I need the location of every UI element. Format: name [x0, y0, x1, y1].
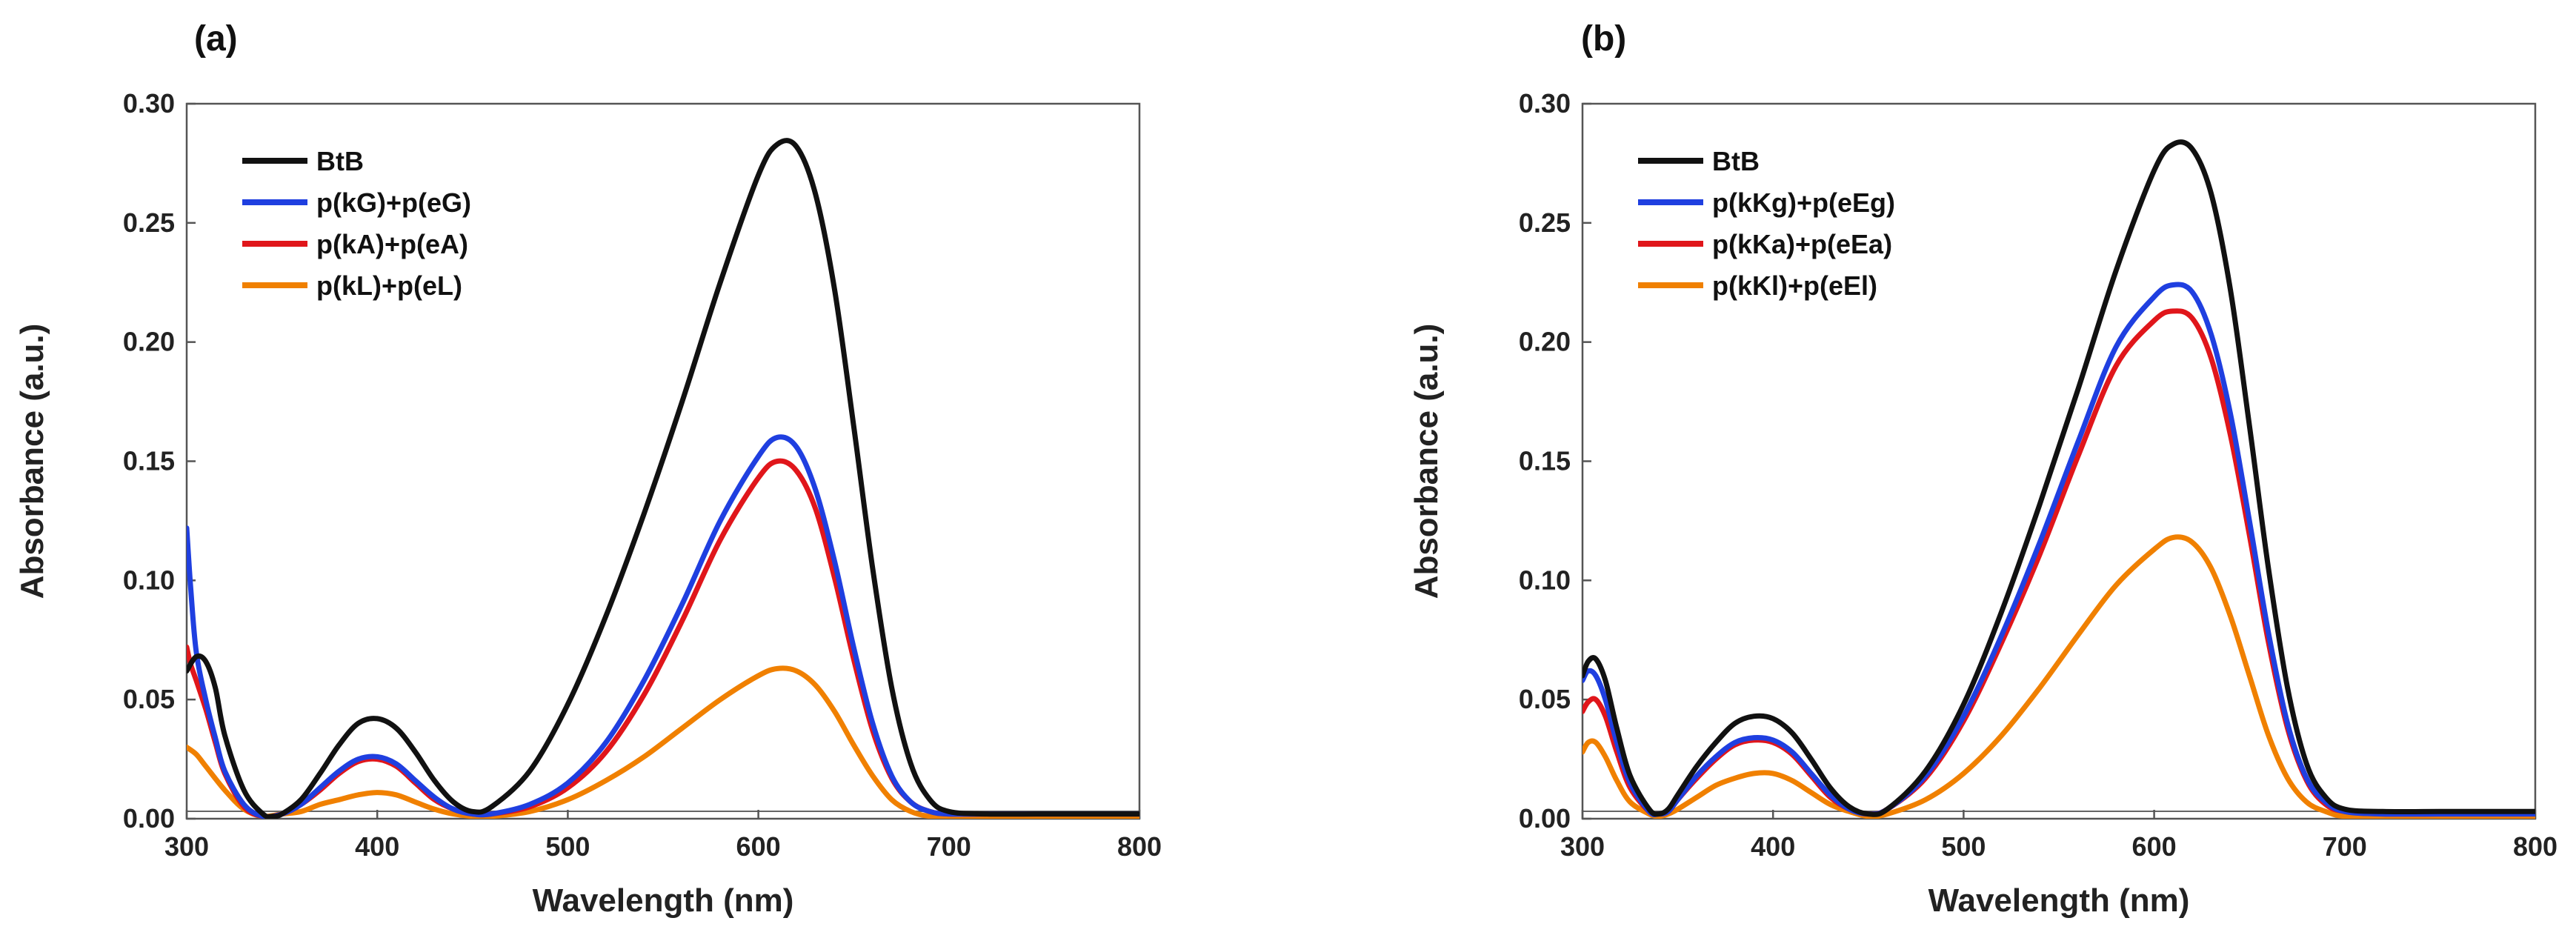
y-tick-label: 0.10: [1519, 565, 1571, 595]
series-group: [187, 138, 1139, 819]
x-tick-label: 300: [164, 831, 209, 862]
y-tick-label: 0.20: [123, 327, 175, 357]
x-tick-label: 300: [1560, 831, 1605, 862]
legend-label: p(kL)+p(eL): [316, 270, 462, 301]
legend-label: p(kA)+p(eA): [316, 229, 468, 259]
series-line: [1582, 139, 2535, 817]
series-line: [187, 434, 1139, 819]
x-tick-label: 500: [1941, 831, 1986, 862]
x-axis-title: Wavelength (nm): [533, 882, 794, 919]
y-tick-label: 0.00: [123, 803, 175, 834]
x-tick-label: 400: [1751, 831, 1795, 862]
y-tick-label: 0.15: [123, 446, 175, 476]
series-line: [187, 665, 1139, 819]
y-tick-label: 0.15: [1519, 446, 1571, 476]
series-line: [187, 138, 1139, 819]
panel-label: (b): [1581, 19, 1626, 59]
legend-label: p(kKl)+p(eEl): [1712, 270, 1877, 301]
legend-label: BtB: [1712, 146, 1760, 176]
legend-label: p(kKa)+p(eEa): [1712, 229, 1892, 259]
x-tick-label: 800: [2513, 831, 2557, 862]
y-tick-label: 0.20: [1519, 327, 1571, 357]
y-tick-label: 0.25: [123, 207, 175, 238]
x-tick-label: 800: [1117, 831, 1162, 862]
y-tick-label: 0.00: [1519, 803, 1571, 834]
legend-label: p(kG)+p(eG): [316, 187, 471, 218]
x-tick-label: 700: [927, 831, 971, 862]
chart-panel-b: (b) 300 400 500 600 700 800 0.00 0.05 0.10 0.15 0.2…: [1408, 19, 2557, 919]
legend-label: p(kKg)+p(eEg): [1712, 187, 1895, 218]
x-axis-title: Wavelength (nm): [1928, 882, 2190, 919]
y-axis-title: Absorbance (a.u.): [14, 324, 50, 599]
series-line: [1582, 534, 2535, 819]
series-line: [1582, 308, 2535, 817]
series-group: [1582, 139, 2535, 819]
x-tick-label: 600: [2132, 831, 2177, 862]
legend-label: BtB: [316, 146, 364, 176]
x-tick-label: 600: [736, 831, 781, 862]
panel-label: (a): [194, 19, 238, 59]
x-tick-label: 700: [2323, 831, 2367, 862]
y-tick-label: 0.05: [1519, 684, 1571, 714]
y-tick-label: 0.10: [123, 565, 175, 595]
x-tick-label: 400: [355, 831, 399, 862]
x-tick-label: 500: [545, 831, 590, 862]
y-tick-label: 0.05: [123, 684, 175, 714]
chart-panel-a: (a) 300 400 500 600 700 800 0.00 0.05 0.10 0.15 0.2…: [14, 19, 1162, 919]
y-tick-label: 0.25: [1519, 207, 1571, 238]
y-tick-label: 0.30: [1519, 88, 1571, 119]
y-axis-title: Absorbance (a.u.): [1408, 324, 1445, 599]
y-tick-label: 0.30: [123, 88, 175, 119]
